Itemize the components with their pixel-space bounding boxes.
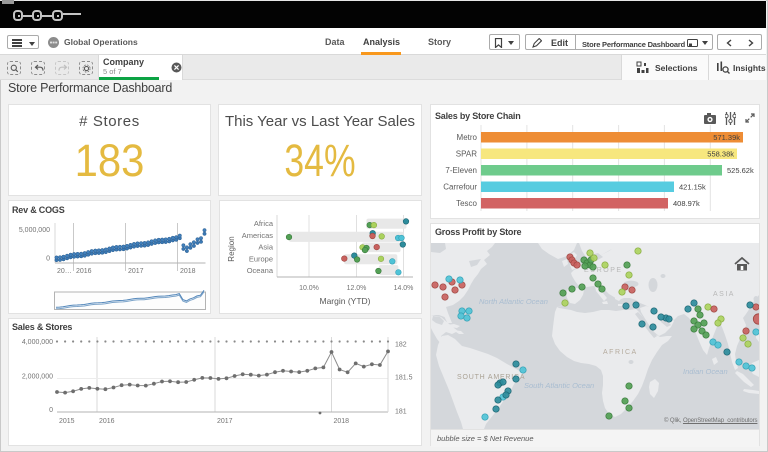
svg-text:10.0%: 10.0% <box>299 285 319 292</box>
svg-text:0: 0 <box>49 407 53 414</box>
svg-text:421.15k: 421.15k <box>679 183 706 192</box>
svg-text:Oceana: Oceana <box>247 266 274 275</box>
svg-text:0: 0 <box>46 256 50 263</box>
svg-text:Europe: Europe <box>249 255 273 264</box>
svg-text:2,000,000: 2,000,000 <box>22 374 53 381</box>
svg-text:182: 182 <box>395 342 407 349</box>
svg-text:Africa: Africa <box>254 219 274 228</box>
svg-text:181: 181 <box>395 409 407 416</box>
svg-text:Indian Ocean: Indian Ocean <box>683 367 728 376</box>
svg-text:12.0%: 12.0% <box>347 285 367 292</box>
svg-text:408.97k: 408.97k <box>673 199 700 208</box>
svg-text:558.38k: 558.38k <box>707 150 734 159</box>
svg-text:181.5: 181.5 <box>395 375 413 382</box>
svg-text:2018: 2018 <box>180 268 196 275</box>
svg-text:Tesco: Tesco <box>456 199 477 208</box>
svg-text:2017: 2017 <box>128 268 144 275</box>
svg-text:20…: 20… <box>57 268 72 275</box>
svg-text:SPAR: SPAR <box>456 150 477 159</box>
svg-text:AFRICA: AFRICA <box>603 349 638 356</box>
svg-text:2018: 2018 <box>334 418 350 425</box>
svg-text:4,000,000: 4,000,000 <box>22 339 53 346</box>
svg-text:Carrefour: Carrefour <box>443 183 477 192</box>
svg-text:SOUTH AMERICA: SOUTH AMERICA <box>457 374 525 381</box>
svg-text:2016: 2016 <box>76 268 92 275</box>
svg-text:Margin (YTD): Margin (YTD) <box>319 296 370 306</box>
svg-text:North Atlantic Ocean: North Atlantic Ocean <box>479 297 548 306</box>
svg-text:2015: 2015 <box>59 418 75 425</box>
svg-text:ASIA: ASIA <box>713 291 735 298</box>
svg-text:14.0%: 14.0% <box>394 285 414 292</box>
svg-text:EUROPE: EUROPE <box>584 267 623 274</box>
svg-text:5,000,000: 5,000,000 <box>19 227 50 234</box>
svg-text:525.62k: 525.62k <box>727 166 754 175</box>
svg-text:Metro: Metro <box>457 133 478 142</box>
svg-text:2017: 2017 <box>217 418 233 425</box>
svg-text:Asia: Asia <box>258 243 273 252</box>
svg-text:Region: Region <box>227 236 236 261</box>
svg-text:Americas: Americas <box>242 231 274 240</box>
svg-text:7-Eleven: 7-Eleven <box>445 166 477 175</box>
svg-text:571.39k: 571.39k <box>713 133 740 142</box>
svg-text:South Atlantic Ocean: South Atlantic Ocean <box>524 381 594 390</box>
svg-text:2016: 2016 <box>99 418 115 425</box>
